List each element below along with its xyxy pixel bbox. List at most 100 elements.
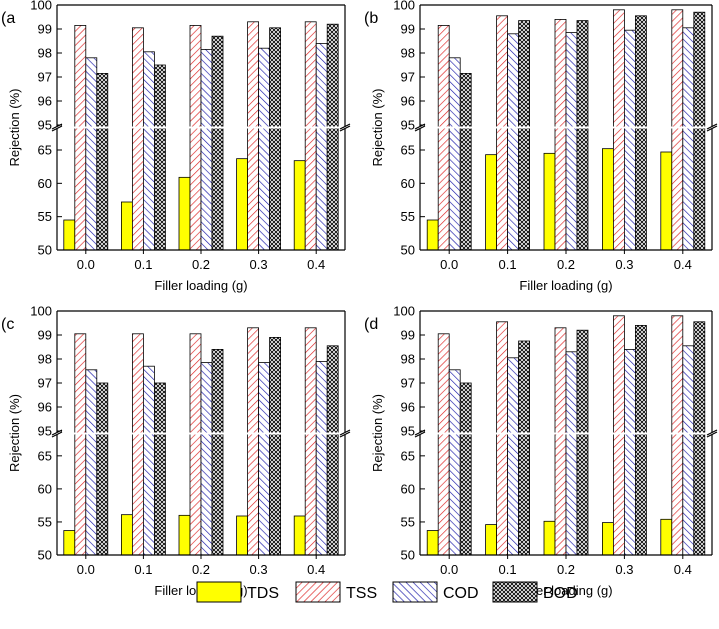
bar-tds-0.4 [293,160,306,251]
bar-bod-0.0 [459,73,472,251]
y-tick-label: 55 [401,514,415,529]
bar-tds-0.0 [63,530,76,556]
y-tick-label: 55 [38,514,52,529]
y-tick-label: 96 [38,400,52,415]
y-tick-label: 55 [401,209,415,224]
axis-break-mark [339,123,351,130]
bar-cod-0.3 [624,348,636,556]
y-tick-label: 60 [401,176,415,191]
bar-tss-0.1 [131,333,144,556]
bar-bod-0.0 [459,382,472,556]
y-tick-label: 96 [38,94,52,109]
x-axis-label: Filler loading (g) [154,278,247,293]
y-tick-label: 97 [38,70,52,85]
y-tick-label: 97 [401,70,415,85]
bar-tss-0.1 [496,321,509,556]
bar-bod-0.0 [96,73,109,251]
bar-tds-0.0 [426,219,439,251]
axis-break-mark [51,431,63,438]
legend-swatch-cod [392,581,438,603]
bar-cod-0.0 [85,369,98,556]
x-tick-label: 0.4 [674,257,692,272]
bar-tds-0.2 [178,176,191,251]
x-tick-label: 0.1 [499,257,517,272]
bar-tds-0.1 [121,514,133,556]
bar-cod-0.4 [315,43,328,251]
legend-label-cod: COD [443,585,479,602]
chart-panel-1: 95 96 97 98 99 100 50 55 60 65 0.0 0.1 0.2 0.3 0.4 Fill… [1,0,351,293]
y-tick-label: 97 [38,376,52,391]
y-tick-label: 100 [393,304,415,319]
x-axis-label: Filler loading (g) [519,583,612,598]
axis-break-mark [414,125,426,132]
x-tick-label: 0.1 [134,562,152,577]
x-tick-label: 0.3 [615,562,633,577]
y-tick-label: 99 [401,22,415,37]
x-tick-label: 0.2 [192,257,210,272]
x-tick-label: 0.2 [192,562,210,577]
bar-tss-0.1 [496,15,509,251]
bar-tss-0.4 [304,327,317,556]
bar-cod-0.0 [448,57,461,251]
axis-break-gap [51,432,351,435]
bar-cod-0.1 [142,51,155,251]
bar-cod-0.3 [624,29,636,251]
y-tick-label: 95 [401,424,415,439]
bar-bod-0.2 [576,329,589,556]
y-tick-label: 98 [38,46,52,61]
bar-tss-0.3 [613,9,625,251]
bar-tss-0.2 [189,333,202,556]
legend-swatch-bod [492,581,538,603]
bar-cod-0.2 [565,32,578,251]
y-tick-label: 100 [30,0,52,13]
x-tick-label: 0.4 [307,257,325,272]
bar-tds-0.2 [543,152,556,251]
y-tick-label: 65 [401,448,415,463]
bar-cod-0.2 [200,49,213,251]
y-tick-label: 65 [38,143,52,158]
bar-tss-0.2 [554,327,567,556]
bar-cod-0.3 [258,47,271,251]
bar-bod-0.4 [693,321,706,556]
bar-cod-0.0 [448,369,461,556]
y-tick-label: 65 [38,448,52,463]
panel-label: (d [364,316,378,333]
bar-tds-0.1 [121,201,133,251]
bar-tds-0.1 [485,154,498,251]
bar-bod-0.3 [635,324,647,556]
axis-break-mark [706,431,718,438]
axis-break-gap [414,126,718,129]
y-tick-label: 95 [401,118,415,133]
x-tick-label: 0.1 [499,562,517,577]
panel-label: (b [364,10,378,27]
bar-tss-0.1 [131,27,144,251]
bar-bod-0.4 [326,345,339,556]
x-tick-label: 0.1 [134,257,152,272]
x-tick-label: 0.3 [250,562,268,577]
bar-tds-0.3 [602,148,614,251]
axis-break-mark [339,431,351,438]
bar-cod-0.4 [315,360,328,556]
bar-tds-0.2 [178,514,191,556]
axis-break-mark [414,431,426,438]
bar-bod-0.3 [635,15,647,251]
bar-tss-0.3 [613,315,625,556]
bar-tds-0.2 [543,520,556,556]
y-axis-label: Rejection (%) [370,88,385,166]
legend-swatch-tds [196,581,242,603]
bar-tds-0.0 [63,219,76,251]
bar-tss-0.4 [671,315,684,556]
bar-tss-0.4 [671,9,684,251]
bar-tds-0.4 [660,518,673,556]
bar-tss-0.0 [74,24,87,251]
x-tick-label: 0.4 [307,562,325,577]
bar-tss-0.0 [437,333,450,556]
bar-cod-0.1 [142,365,155,556]
axis-break-mark [706,123,718,130]
y-tick-label: 97 [401,376,415,391]
bar-cod-0.3 [258,362,271,556]
y-tick-label: 99 [38,22,52,37]
bar-cod-0.0 [85,57,98,251]
legend-label-tss: TSS [346,585,377,602]
bar-tss-0.3 [247,327,260,556]
